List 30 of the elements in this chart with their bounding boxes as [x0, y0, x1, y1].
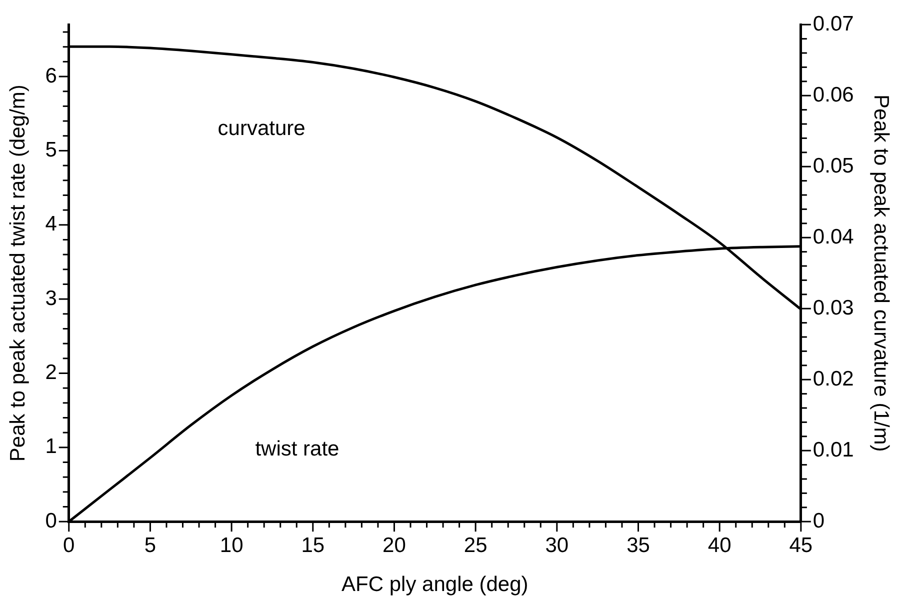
- x-tick-label: 35: [626, 534, 650, 557]
- y2-tick-label: 0.06: [812, 83, 854, 106]
- y-tick-label: 1: [45, 435, 57, 458]
- text: twist rate: [255, 437, 340, 460]
- y2-tick-label: 0.02: [812, 367, 854, 390]
- y-tick-label: 5: [45, 138, 57, 162]
- x-tick-label: 10: [220, 534, 244, 557]
- y2-tick-label: 0.05: [812, 154, 854, 178]
- text: curvature: [218, 117, 306, 140]
- x-tick-label: 40: [708, 534, 732, 557]
- x-tick-label: 25: [464, 534, 488, 557]
- x-tick-label: 45: [789, 534, 813, 557]
- x-tick-label: 20: [382, 534, 406, 557]
- y2-tick-label: 0.03: [812, 296, 854, 320]
- x-tick-label: 15: [301, 534, 325, 557]
- y2-axis-title: Peak to peak actuated curvature (1/m): [870, 94, 893, 452]
- y-tick-label: 3: [45, 286, 57, 310]
- y2-tick-label: 0.01: [812, 438, 854, 462]
- x-tick-label: 5: [144, 534, 156, 557]
- y-tick-label: 0: [45, 509, 57, 532]
- x-axis-title: AFC ply angle (deg): [342, 573, 528, 596]
- y-axis-title: Peak to peak actuated twist rate (deg/m): [6, 84, 30, 462]
- x-tick-label: 0: [63, 534, 75, 557]
- x-tick-label: 30: [545, 534, 569, 557]
- y2-tick-label: 0: [812, 509, 825, 532]
- y-tick-label: 6: [45, 64, 57, 88]
- y-tick-label: 4: [45, 212, 58, 236]
- y2-tick-label: 0.07: [812, 12, 854, 36]
- y2-tick-label: 0.04: [812, 225, 854, 248]
- y-tick-label: 2: [45, 361, 57, 384]
